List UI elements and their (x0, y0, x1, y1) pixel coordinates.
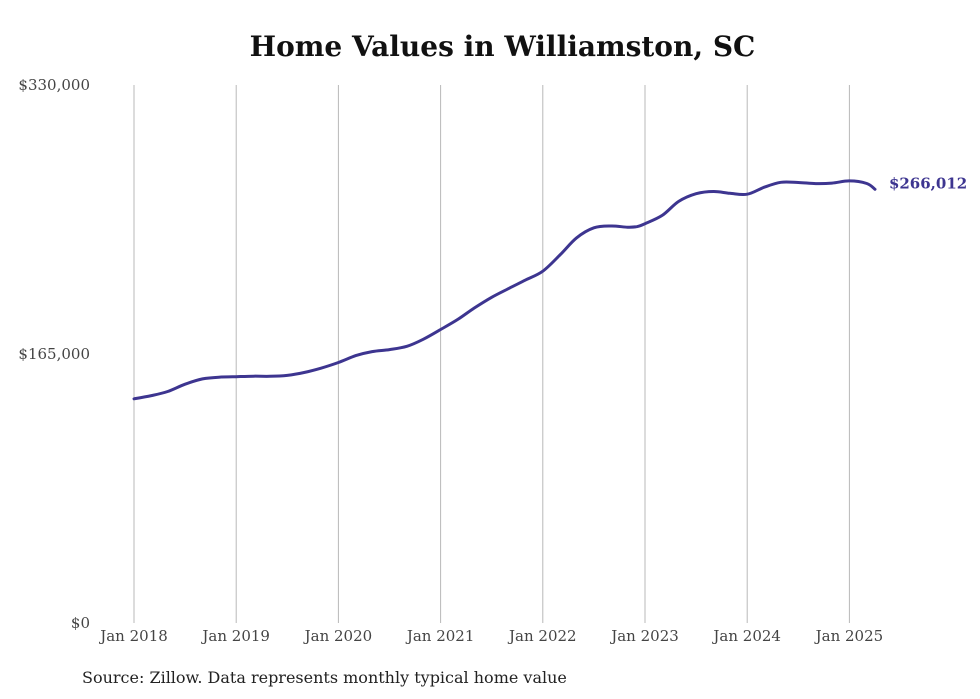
x-tick-label: Jan 2018 (98, 627, 168, 645)
series-layer (132, 179, 877, 401)
y-axis-ticks: $0 $165,000 $330,000 (18, 76, 90, 632)
x-tick-label: Jan 2021 (405, 627, 475, 645)
x-tick-label: Jan 2024 (711, 627, 781, 645)
y-tick-label: $165,000 (18, 345, 90, 363)
x-tick-label: Jan 2019 (200, 627, 270, 645)
source-note: Source: Zillow. Data represents monthly … (82, 668, 567, 687)
x-tick-label: Jan 2022 (507, 627, 577, 645)
x-tick-label: Jan 2023 (609, 627, 679, 645)
y-tick-label: $330,000 (18, 76, 90, 94)
y-tick-label: $0 (71, 614, 90, 632)
end-label-layer: $266,012 (889, 174, 967, 192)
x-tick-label: Jan 2020 (303, 627, 373, 645)
chart-title: Home Values in Williamston, SC (249, 30, 756, 63)
end-value-label: $266,012 (889, 174, 967, 192)
x-axis-ticks: Jan 2018 Jan 2019 Jan 2020 Jan 2021 Jan 2022… (98, 627, 883, 645)
gridlines (133, 85, 850, 623)
x-tick-label: Jan 2025 (814, 627, 884, 645)
series-line (132, 179, 877, 401)
